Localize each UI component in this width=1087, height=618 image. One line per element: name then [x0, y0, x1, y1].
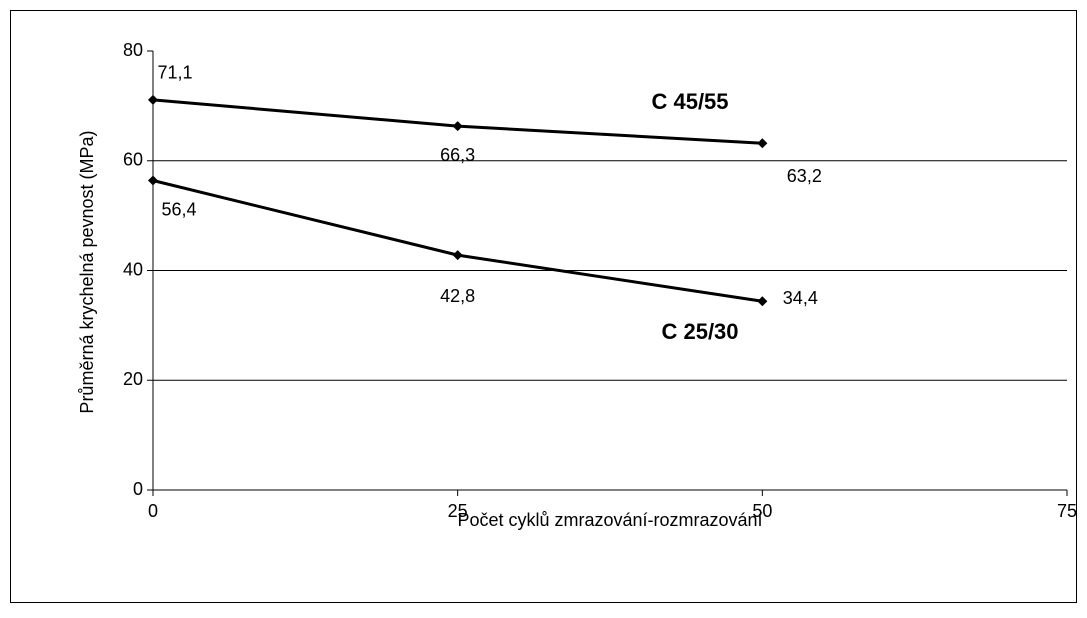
marker — [452, 121, 463, 132]
data-label: 42,8 — [440, 286, 475, 306]
x-axis-label: Počet cyklů zmrazování-rozmrazování — [457, 510, 762, 530]
chart-border — [10, 10, 1077, 603]
y-axis-label: Průměrná krychelná pevnost (MPa) — [77, 130, 97, 413]
data-label: 34,4 — [783, 288, 818, 308]
series-name: C 25/30 — [661, 319, 738, 344]
x-tick-label: 0 — [148, 501, 158, 521]
x-tick-label: 75 — [1057, 501, 1077, 521]
x-tick-label: 50 — [752, 501, 772, 521]
data-label: 56,4 — [161, 199, 196, 219]
data-label: 63,2 — [787, 166, 822, 186]
marker — [452, 250, 463, 261]
data-label: 71,1 — [157, 63, 192, 83]
y-tick-label: 20 — [123, 369, 143, 389]
y-tick-label: 0 — [133, 479, 143, 499]
data-label: 66,3 — [440, 145, 475, 165]
marker — [757, 296, 768, 307]
y-tick-label: 60 — [123, 150, 143, 170]
marker — [757, 138, 768, 149]
y-tick-label: 40 — [123, 259, 143, 279]
x-tick-label: 25 — [448, 501, 468, 521]
series-name: C 45/55 — [651, 89, 728, 114]
marker — [148, 94, 158, 105]
marker — [148, 175, 158, 186]
y-tick-label: 80 — [123, 40, 143, 60]
